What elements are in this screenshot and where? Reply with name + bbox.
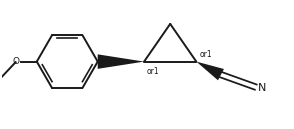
Text: or1: or1 (146, 67, 159, 76)
Text: O: O (13, 57, 20, 66)
Text: N: N (258, 83, 266, 93)
Text: or1: or1 (200, 50, 212, 59)
Polygon shape (98, 54, 144, 69)
Polygon shape (196, 62, 224, 80)
